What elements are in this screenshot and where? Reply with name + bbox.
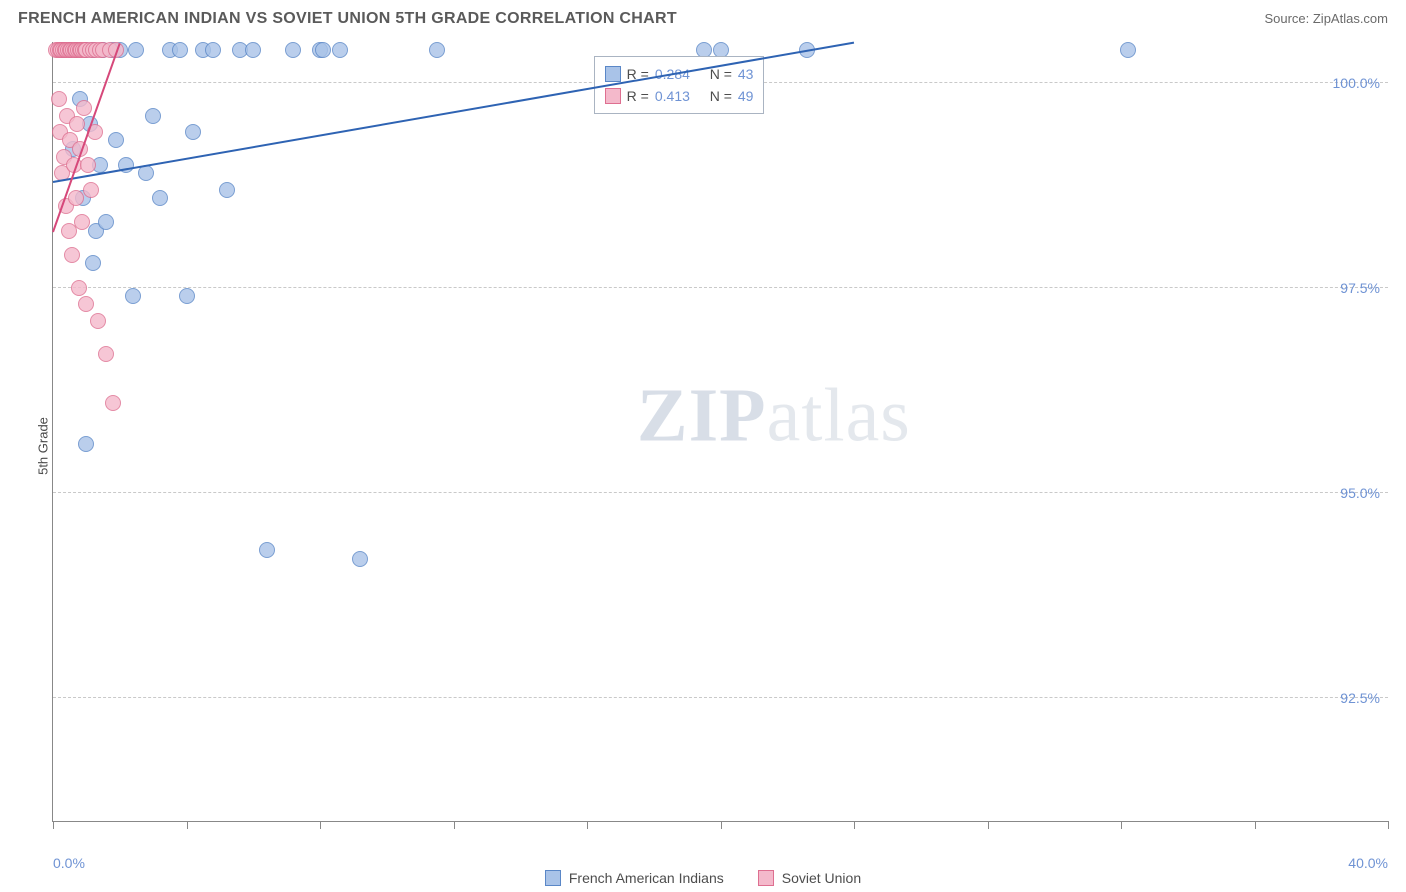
source-link[interactable]: ZipAtlas.com bbox=[1313, 11, 1388, 26]
data-point bbox=[76, 100, 92, 116]
data-point bbox=[68, 190, 84, 206]
x-tick bbox=[53, 821, 54, 829]
y-tick-label: 95.0% bbox=[1340, 485, 1380, 501]
data-point bbox=[205, 42, 221, 58]
header: FRENCH AMERICAN INDIAN VS SOVIET UNION 5… bbox=[0, 0, 1406, 34]
legend: French American Indians Soviet Union bbox=[0, 870, 1406, 886]
data-point bbox=[185, 124, 201, 140]
gridline bbox=[53, 287, 1388, 288]
stat-n-value: 49 bbox=[738, 85, 754, 107]
data-point bbox=[64, 247, 80, 263]
stat-r-label: R = bbox=[627, 85, 649, 107]
y-axis-label: 5th Grade bbox=[35, 417, 50, 475]
data-point bbox=[98, 346, 114, 362]
watermark: ZIPatlas bbox=[637, 372, 911, 459]
data-point bbox=[352, 551, 368, 567]
data-point bbox=[429, 42, 445, 58]
data-point bbox=[74, 214, 90, 230]
legend-item: Soviet Union bbox=[758, 870, 861, 886]
data-point bbox=[108, 132, 124, 148]
y-tick-label: 97.5% bbox=[1340, 280, 1380, 296]
data-point bbox=[98, 214, 114, 230]
y-tick-label: 92.5% bbox=[1340, 690, 1380, 706]
gridline bbox=[53, 492, 1388, 493]
data-point bbox=[315, 42, 331, 58]
x-tick bbox=[454, 821, 455, 829]
data-point bbox=[219, 182, 235, 198]
x-tick bbox=[854, 821, 855, 829]
data-point bbox=[78, 436, 94, 452]
watermark-bold: ZIP bbox=[637, 373, 767, 457]
stat-n-label: N = bbox=[710, 85, 732, 107]
data-point bbox=[90, 313, 106, 329]
data-point bbox=[78, 296, 94, 312]
legend-swatch bbox=[545, 870, 561, 886]
data-point bbox=[172, 42, 188, 58]
data-point bbox=[105, 395, 121, 411]
x-tick bbox=[587, 821, 588, 829]
data-point bbox=[285, 42, 301, 58]
legend-label: French American Indians bbox=[569, 870, 724, 886]
data-point bbox=[80, 157, 96, 173]
x-tick bbox=[988, 821, 989, 829]
data-point bbox=[85, 255, 101, 271]
data-point bbox=[145, 108, 161, 124]
source-prefix: Source: bbox=[1264, 11, 1312, 26]
data-point bbox=[71, 280, 87, 296]
x-tick bbox=[1255, 821, 1256, 829]
stats-box: R = 0.284 N = 43R = 0.413 N = 49 bbox=[594, 56, 765, 114]
data-point bbox=[245, 42, 261, 58]
x-tick-label-min: 0.0% bbox=[53, 855, 85, 871]
legend-swatch bbox=[605, 66, 621, 82]
x-tick bbox=[721, 821, 722, 829]
data-point bbox=[51, 91, 67, 107]
data-point bbox=[69, 116, 85, 132]
x-tick bbox=[1388, 821, 1389, 829]
gridline bbox=[53, 697, 1388, 698]
data-point bbox=[259, 542, 275, 558]
data-point bbox=[128, 42, 144, 58]
legend-item: French American Indians bbox=[545, 870, 724, 886]
data-point bbox=[152, 190, 168, 206]
data-point bbox=[332, 42, 348, 58]
source-attribution: Source: ZipAtlas.com bbox=[1264, 11, 1388, 26]
data-point bbox=[179, 288, 195, 304]
chart-title: FRENCH AMERICAN INDIAN VS SOVIET UNION 5… bbox=[18, 10, 677, 28]
plot-region: ZIPatlas 92.5%95.0%97.5%100.0%0.0%40.0%R… bbox=[52, 42, 1388, 822]
y-tick-label: 100.0% bbox=[1333, 75, 1380, 91]
chart-area: 5th Grade ZIPatlas 92.5% 95.0% 97.5% 100.0%… bbox=[18, 42, 1388, 850]
watermark-rest: atlas bbox=[767, 373, 911, 457]
stat-n-value: 43 bbox=[738, 63, 754, 85]
x-tick bbox=[320, 821, 321, 829]
stat-r-value: 0.413 bbox=[655, 85, 690, 107]
x-tick bbox=[187, 821, 188, 829]
stats-row: R = 0.413 N = 49 bbox=[605, 85, 754, 107]
data-point bbox=[83, 182, 99, 198]
legend-swatch bbox=[605, 88, 621, 104]
legend-swatch bbox=[758, 870, 774, 886]
legend-label: Soviet Union bbox=[782, 870, 861, 886]
x-tick bbox=[1121, 821, 1122, 829]
x-tick-label-max: 40.0% bbox=[1348, 855, 1388, 871]
data-point bbox=[125, 288, 141, 304]
data-point bbox=[1120, 42, 1136, 58]
